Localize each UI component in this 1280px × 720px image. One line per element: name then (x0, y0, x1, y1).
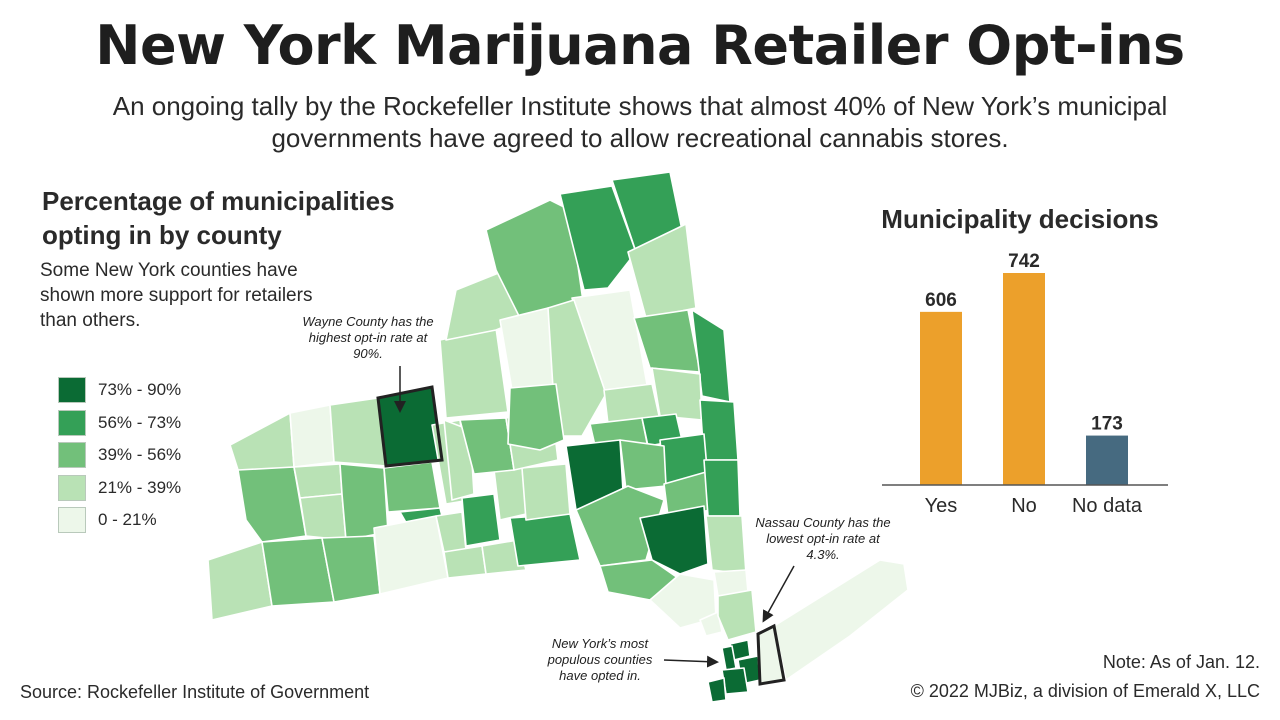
map-description: Some New York counties have shown more s… (40, 260, 313, 331)
annotation-nassau: Nassau County has the lowest opt-in rate… (755, 515, 891, 562)
county-erie (237, 466, 307, 543)
legend-item-73-90: 73% - 90% (58, 374, 181, 407)
nassau-arrow (762, 565, 795, 623)
bar-yes (920, 311, 962, 485)
bar-value-label: 606 (925, 290, 957, 311)
county-suffolk (773, 559, 909, 681)
map-title: Percentage of municipalities opting in b… (42, 186, 395, 250)
bar-category-label: Yes (925, 495, 958, 517)
county-richmond (707, 677, 727, 703)
bar-no (1003, 273, 1045, 485)
legend-label: 39% - 56% (98, 445, 182, 465)
copyright-text: © 2022 MJBiz, a division of Emerald X, L… (910, 681, 1260, 701)
note-text: Note: As of Jan. 12. (1102, 652, 1260, 672)
legend-item-0-21: 0 - 21% (58, 504, 181, 537)
legend-item-21-39: 21% - 39% (58, 472, 181, 505)
county-westchester (717, 589, 757, 641)
county-essex (627, 223, 697, 319)
legend-swatch (58, 442, 86, 469)
bar-category-label: No data (1072, 495, 1143, 517)
bar-chart-title: Municipality decisions (881, 204, 1159, 234)
page-title: New York Marijuana Retailer Opt-ins (95, 14, 1185, 77)
bar-no-data (1086, 435, 1128, 485)
county-tompkins (461, 493, 501, 547)
nassau-outline (756, 623, 786, 686)
annotation-nyc: New York’s most populous counties have o… (547, 636, 653, 683)
county-rockland (699, 611, 723, 637)
page-subtitle: An ongoing tally by the Rockefeller Inst… (112, 91, 1168, 153)
bar-category-label: No (1011, 495, 1037, 517)
county-franklin (559, 185, 637, 291)
source-text: Source: Rockefeller Institute of Governm… (20, 682, 370, 702)
legend-swatch (58, 377, 86, 404)
nyc-arrow (663, 655, 719, 668)
county-chenango (521, 463, 571, 521)
wayne-outline (376, 385, 444, 468)
legend-item-56-73: 56% - 73% (58, 407, 181, 440)
legend-item-39-56: 39% - 56% (58, 439, 181, 472)
county-oneida (507, 383, 565, 451)
legend-label: 73% - 90% (98, 380, 182, 400)
annotation-wayne: Wayne County has the highest opt-in rate… (302, 314, 434, 361)
legend-label: 0 - 21% (98, 510, 157, 530)
legend-swatch (58, 507, 86, 534)
legend-swatch (58, 409, 86, 436)
legend-label: 56% - 73% (98, 412, 182, 432)
county-ulster (639, 505, 709, 575)
legend-label: 21% - 39% (98, 477, 182, 497)
map-legend: 73% - 90% 56% - 73% 39% - 56% 21% - 39% … (58, 374, 181, 537)
bar-value-label: 742 (1008, 251, 1040, 272)
bar-value-label: 173 (1091, 414, 1123, 435)
legend-swatch (58, 474, 86, 501)
county-orange (649, 573, 717, 629)
